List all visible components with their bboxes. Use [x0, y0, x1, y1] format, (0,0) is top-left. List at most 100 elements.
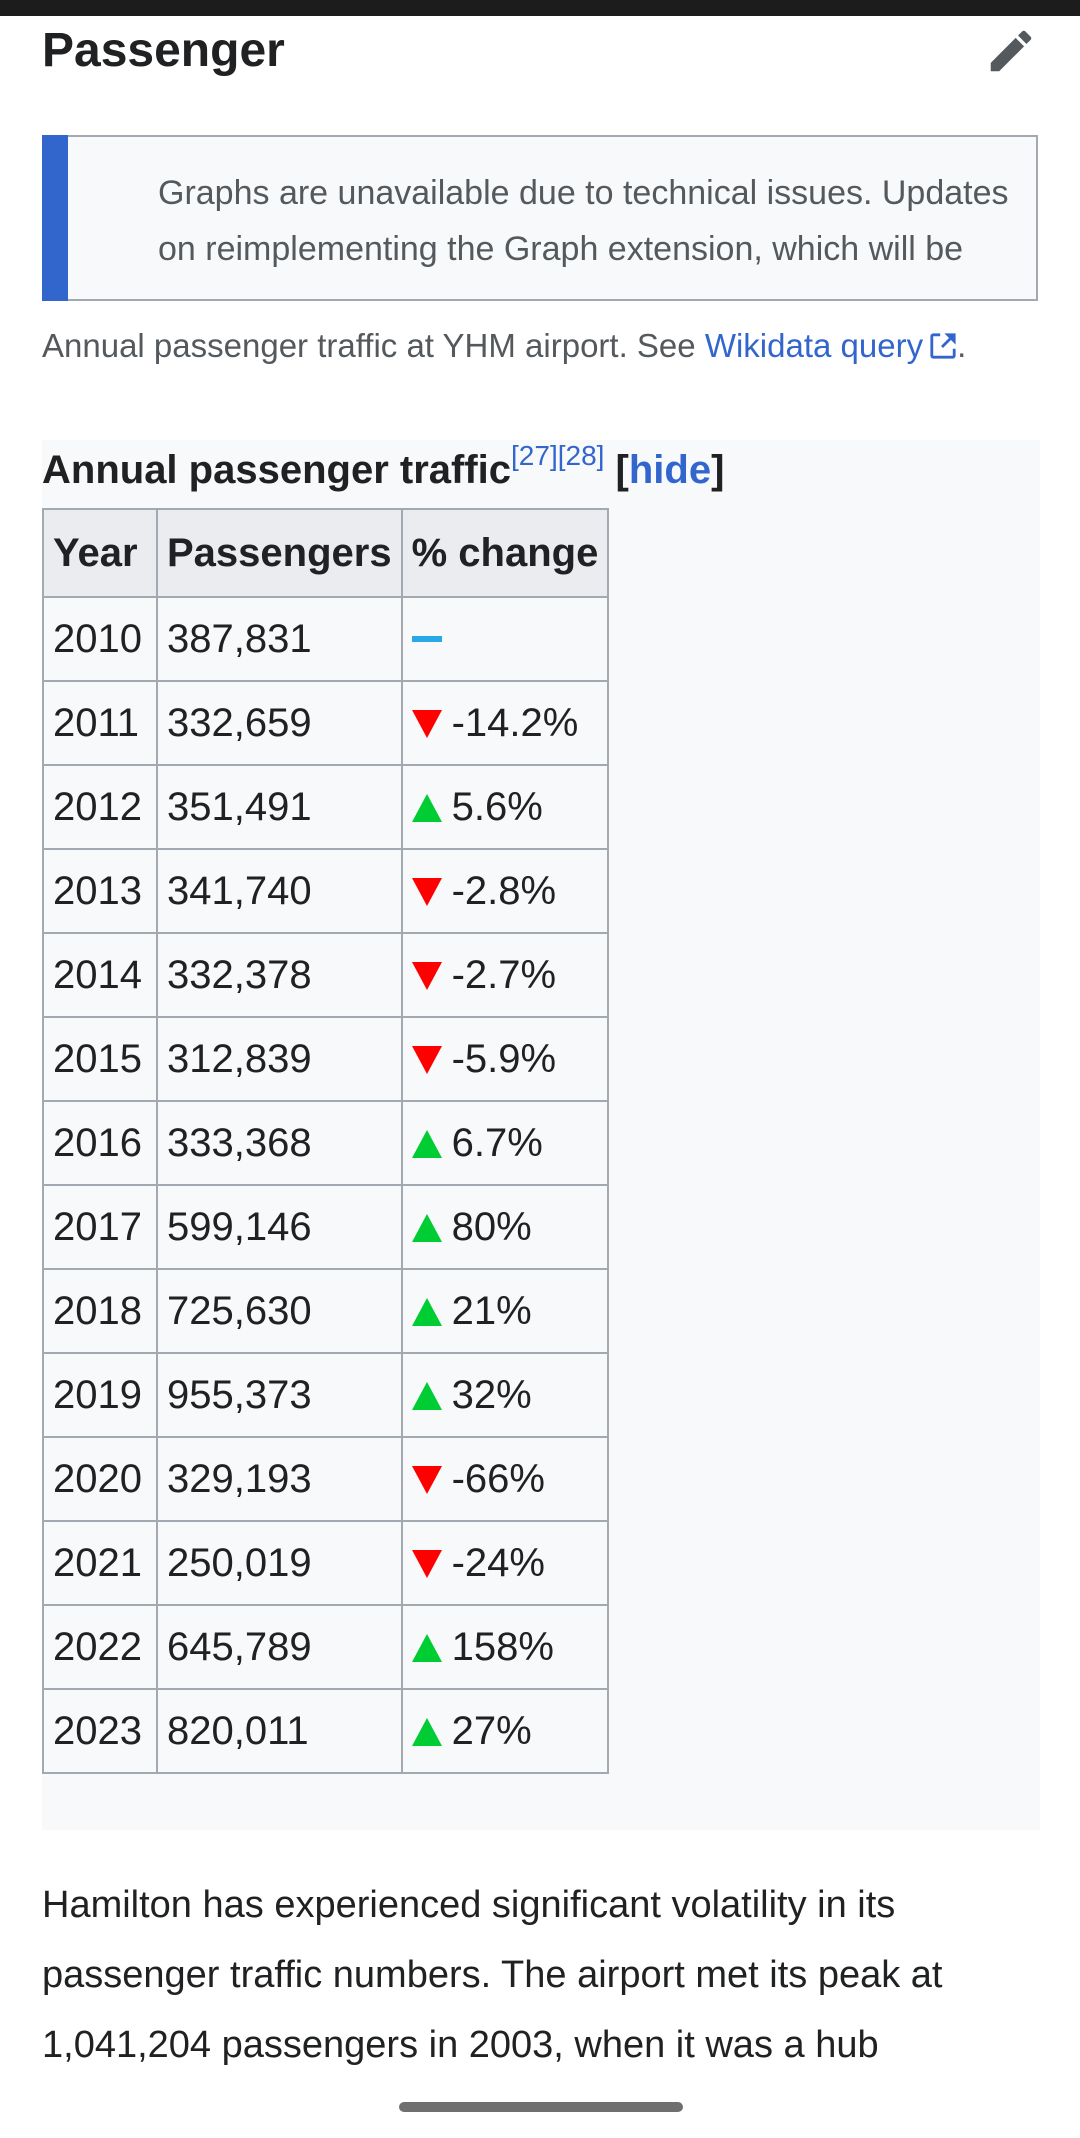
cell-year: 2012: [42, 764, 158, 850]
cell-percent-change: -2.7%: [400, 932, 610, 1018]
passenger-traffic-table: Year Passengers % change 2010 387,831 2011…: [42, 508, 610, 1774]
table-row: 2019 955,373 32%: [42, 1352, 610, 1438]
cell-year: 2013: [42, 848, 158, 934]
cell-year: 2023: [42, 1688, 158, 1774]
increase-triangle-icon: [411, 1633, 442, 1662]
cell-passengers: 250,019: [156, 1520, 403, 1606]
increase-triangle-icon: [411, 793, 442, 822]
table-row: 2013 341,740 -2.8%: [42, 848, 610, 934]
pencil-icon[interactable]: [984, 24, 1038, 78]
header-percent-change: % change: [400, 508, 610, 598]
table-header-row: Year Passengers % change: [42, 508, 610, 598]
cell-percent-change: 80%: [400, 1184, 610, 1270]
hide-bracket-close: ]: [711, 448, 725, 492]
cell-percent-change: 5.6%: [400, 764, 610, 850]
percent-change-value: -14.2%: [451, 700, 579, 745]
cell-year: 2018: [42, 1268, 158, 1354]
increase-triangle-icon: [411, 1129, 442, 1158]
decrease-triangle-icon: [411, 1465, 442, 1494]
percent-change-value: -66%: [451, 1456, 545, 1501]
decrease-triangle-icon: [411, 1045, 442, 1074]
cell-passengers: 351,491: [156, 764, 403, 850]
percent-change-value: 158%: [451, 1624, 554, 1669]
percent-change-value: 6.7%: [451, 1120, 543, 1165]
table-row: 2022 645,789 158%: [42, 1604, 610, 1690]
reference-28[interactable]: [28]: [557, 440, 605, 471]
graph-notice: Graphs are unavailable due to technical …: [42, 135, 1038, 301]
section-title: Passenger: [42, 24, 285, 77]
table-title: Annual passenger traffic: [42, 448, 512, 492]
increase-triangle-icon: [411, 1717, 442, 1746]
cell-passengers: 725,630: [156, 1268, 403, 1354]
body-paragraph: Hamilton has experienced significant vol…: [42, 1884, 943, 2066]
cell-year: 2022: [42, 1604, 158, 1690]
percent-change-value: -5.9%: [451, 1036, 557, 1081]
table-row: 2023 820,011 27%: [42, 1688, 610, 1774]
cell-percent-change: 158%: [400, 1604, 610, 1690]
percent-change-value: 80%: [451, 1204, 532, 1249]
cell-year: 2011: [42, 680, 158, 766]
increase-triangle-icon: [411, 1381, 442, 1410]
notice-accent-bar: [42, 135, 68, 301]
table-row: 2020 329,193 -66%: [42, 1436, 610, 1522]
home-indicator[interactable]: [399, 2102, 683, 2112]
cell-passengers: 387,831: [156, 596, 403, 682]
percent-change-value: -2.8%: [451, 868, 557, 913]
cell-percent-change: -14.2%: [400, 680, 610, 766]
decrease-triangle-icon: [411, 1549, 442, 1578]
cell-percent-change: 21%: [400, 1268, 610, 1354]
reference-27[interactable]: [27]: [511, 440, 558, 471]
cell-percent-change: 32%: [400, 1352, 610, 1438]
percent-change-value: 32%: [451, 1372, 532, 1417]
table-row: 2017 599,146 80%: [42, 1184, 610, 1270]
percent-change-value: 5.6%: [451, 784, 543, 829]
decrease-triangle-icon: [411, 961, 442, 990]
cell-percent-change: -24%: [400, 1520, 610, 1606]
wikidata-query-link[interactable]: Wikidata query: [705, 327, 957, 364]
table-row: 2010 387,831: [42, 596, 610, 682]
cell-year: 2021: [42, 1520, 158, 1606]
section-header: Passenger: [42, 18, 1038, 84]
cell-year: 2010: [42, 596, 158, 682]
notice-text: Graphs are unavailable due to technical …: [158, 174, 1009, 268]
increase-triangle-icon: [411, 1213, 442, 1242]
header-year: Year: [42, 508, 158, 598]
table-row: 2018 725,630 21%: [42, 1268, 610, 1354]
caption-end: .: [957, 327, 967, 364]
graph-caption: Annual passenger traffic at YHM airport.…: [42, 322, 1038, 370]
cell-percent-change: -66%: [400, 1436, 610, 1522]
external-link-icon: [929, 325, 957, 359]
cell-percent-change: 27%: [400, 1688, 610, 1774]
cell-year: 2015: [42, 1016, 158, 1102]
cell-year: 2019: [42, 1352, 158, 1438]
percent-change-value: -2.7%: [451, 952, 557, 997]
hide-table-link[interactable]: hide: [628, 448, 712, 492]
cell-passengers: 332,378: [156, 932, 403, 1018]
caption-text: Annual passenger traffic at YHM airport.…: [42, 327, 705, 364]
decrease-triangle-icon: [411, 877, 442, 906]
hide-bracket-open: [: [615, 448, 629, 492]
cell-passengers: 329,193: [156, 1436, 403, 1522]
table-body: 2010 387,831 2011 332,659 -14.2% 2012 351,491 5…: [42, 596, 610, 1774]
cell-percent-change: -5.9%: [400, 1016, 610, 1102]
cell-year: 2020: [42, 1436, 158, 1522]
cell-percent-change: [400, 596, 610, 682]
table-row: 2014 332,378 -2.7%: [42, 932, 610, 1018]
cell-year: 2016: [42, 1100, 158, 1186]
cell-passengers: 312,839: [156, 1016, 403, 1102]
no-change-dash-icon: [411, 635, 442, 642]
increase-triangle-icon: [411, 1297, 442, 1326]
table-row: 2016 333,368 6.7%: [42, 1100, 610, 1186]
traffic-table-panel: Annual passenger traffic[27][28] [hide] …: [42, 440, 1040, 1830]
table-row: 2011 332,659 -14.2%: [42, 680, 610, 766]
status-bar: [0, 0, 1080, 16]
cell-year: 2014: [42, 932, 158, 1018]
header-passengers: Passengers: [156, 508, 403, 598]
cell-passengers: 341,740: [156, 848, 403, 934]
cell-passengers: 820,011: [156, 1688, 403, 1774]
table-row: 2015 312,839 -5.9%: [42, 1016, 610, 1102]
cell-percent-change: 6.7%: [400, 1100, 610, 1186]
percent-change-value: -24%: [451, 1540, 545, 1585]
wikidata-query-link-label: Wikidata query: [704, 327, 924, 364]
percent-change-value: 21%: [451, 1288, 532, 1333]
